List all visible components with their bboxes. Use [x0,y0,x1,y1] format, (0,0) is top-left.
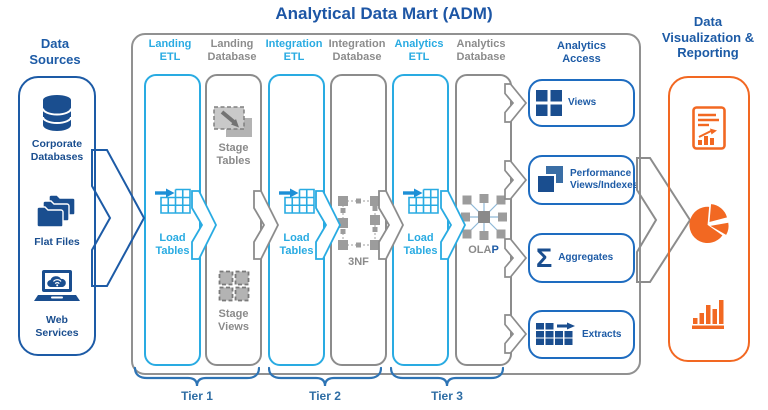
laptop-wifi-icon [20,270,94,304]
performance-views-icon [536,166,564,194]
threenf-label: 3NF [348,256,369,268]
olap-star-schema-icon [457,194,510,240]
column-integration-database: 3NF [330,74,387,366]
tier-brace-3 [390,366,504,387]
load-tables-label: Load Tables [155,232,190,258]
stage-views-icon [207,270,260,302]
views-grid-icon [536,90,562,116]
column-analytics-etl: Load Tables [392,74,449,366]
source-item-web-services [20,270,94,304]
source-item-label: Flat Files [34,236,80,248]
header-analytics-access: Analytics Access [557,40,606,66]
bar-chart-icon [692,296,726,329]
load-tables-label: Load Tables [279,232,314,258]
source-item-corporate-databases [20,94,94,132]
flow-arrow-to-performance-views [504,160,528,200]
header-integration-database: Integration Database [328,38,386,64]
header-integration-etl: Integration ETL [265,38,323,64]
flow-arrow-to-views [504,83,528,123]
access-box-performance-views: Performance Views/Indexes [528,155,639,205]
access-label: Aggregates [558,252,614,263]
source-item-label: Corporate Databases [30,138,84,164]
source-item-flat-files [20,194,94,230]
data-sources-box: Corporate Databases Flat Files [18,76,96,356]
tier-brace-2 [268,366,382,387]
stage-views-label: Stage Views [218,308,249,334]
tier-brace-1 [134,366,260,387]
olap-label: OLAP [468,244,499,256]
header-analytics-etl: Analytics ETL [394,38,444,64]
report-icon [692,106,726,150]
data-sources-label: Data Sources [29,36,81,67]
load-tables-icon [146,184,199,216]
stage-tables-icon [207,105,260,141]
access-label: Extracts [582,328,622,340]
erd-3nf-icon [332,194,385,252]
access-box-views: Views [528,79,635,127]
access-label: Performance Views/Indexes [570,168,639,191]
flow-arrow-to-aggregates [504,238,528,278]
flow-arrow-landing-etl-to-db [191,190,218,260]
flow-arrow-to-extracts [504,314,528,354]
source-item-label: Web Services [35,314,79,340]
visualization-box [668,76,750,362]
sigma-icon: Σ [536,242,553,273]
flow-arrow-integration-db-to-analytics-etl [378,190,405,260]
access-box-aggregates: Σ Aggregates [528,233,635,283]
header-landing-database: Landing Database [207,38,257,64]
tier-2-label: Tier 2 [309,389,341,403]
load-tables-icon [394,184,447,216]
folder-stack-icon [20,194,94,230]
access-box-extracts: Extracts [528,310,635,359]
pie-chart-icon [688,202,731,244]
stage-tables-label: Stage Tables [216,142,251,168]
flow-arrow-integration-etl-to-db [315,190,342,260]
flow-arrow-landing-db-to-integration-etl [253,190,280,260]
tier-1-label: Tier 1 [181,389,213,403]
load-tables-icon [270,184,323,216]
header-analytics-database: Analytics Database [456,38,506,64]
flow-arrow-sources-to-landing [91,149,146,287]
header-landing-etl: Landing ETL [148,38,192,64]
diagram-title: Analytical Data Mart (ADM) [275,4,493,23]
extracts-table-icon [536,322,576,347]
column-landing-etl: Load Tables [144,74,201,366]
visualization-label: Data Visualization & Reporting [661,14,755,61]
tier-3-label: Tier 3 [431,389,463,403]
load-tables-label: Load Tables [403,232,438,258]
flow-arrow-analytics-etl-to-db [440,190,467,260]
access-label: Views [568,97,597,108]
database-icon [20,94,94,132]
column-analytics-database: OLAP [455,74,512,366]
adm-box [131,33,641,375]
flow-arrow-adm-to-visualization [636,157,692,283]
